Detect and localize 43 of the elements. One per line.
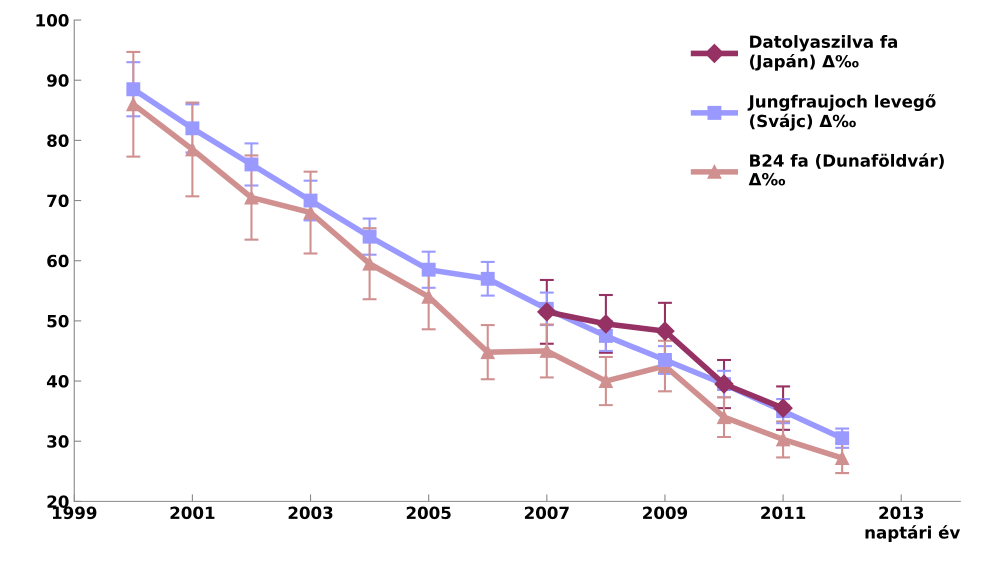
legend-label: Datolyaszilva fa (Japán) Δ‰ bbox=[750, 35, 898, 71]
x-axis-title: naptári év bbox=[866, 525, 960, 542]
point bbox=[774, 398, 793, 418]
point bbox=[598, 374, 613, 388]
y-tick-label: 100 bbox=[36, 14, 69, 27]
point bbox=[540, 344, 554, 358]
x-tick-label: 2001 bbox=[170, 506, 214, 520]
point bbox=[658, 353, 672, 367]
point bbox=[537, 302, 556, 322]
x-tick-label: 1999 bbox=[52, 506, 96, 520]
legend-label: Jungfraujoch levegő (Svájc) Δ‰ bbox=[748, 94, 936, 131]
y-tick-label: 80 bbox=[47, 134, 69, 147]
point bbox=[717, 410, 731, 424]
x-tick-label: 2009 bbox=[643, 506, 688, 520]
point bbox=[362, 230, 377, 244]
point bbox=[422, 262, 436, 277]
point bbox=[244, 158, 258, 172]
point bbox=[480, 345, 495, 360]
point bbox=[714, 374, 734, 394]
point bbox=[185, 121, 200, 136]
legend-label: B24 fa (Dunaföldvár) Δ‰ bbox=[748, 153, 944, 186]
point bbox=[776, 432, 790, 446]
point bbox=[480, 272, 495, 286]
y-tick-label: 50 bbox=[47, 314, 69, 328]
y-tick-label: 70 bbox=[47, 194, 69, 208]
x-tick-label: 2003 bbox=[288, 506, 332, 520]
point bbox=[596, 314, 616, 334]
y-tick-label: 20 bbox=[48, 495, 69, 508]
y-tick-label: 30 bbox=[47, 435, 69, 448]
x-tick-label: 2013 bbox=[879, 506, 924, 520]
point bbox=[126, 82, 140, 96]
y-tick-label: 90 bbox=[47, 74, 69, 87]
point bbox=[835, 431, 850, 446]
x-tick-label: 2011 bbox=[761, 506, 806, 520]
point bbox=[835, 451, 850, 465]
point bbox=[362, 256, 377, 271]
point bbox=[655, 322, 674, 341]
y-tick-label: 40 bbox=[46, 375, 69, 388]
x-tick-label: 2005 bbox=[406, 506, 451, 520]
point bbox=[304, 194, 318, 208]
x-tick-label: 2007 bbox=[524, 506, 569, 520]
y-tick-label: 60 bbox=[47, 254, 69, 268]
point bbox=[244, 190, 258, 204]
